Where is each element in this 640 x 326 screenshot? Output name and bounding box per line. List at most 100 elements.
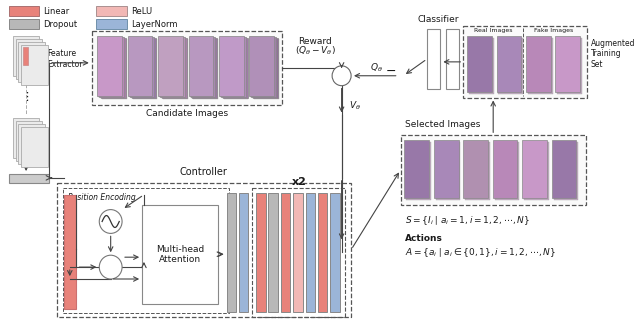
Bar bbox=[467, 36, 492, 92]
Bar bbox=[163, 39, 188, 98]
Text: Linear: Linear bbox=[44, 7, 70, 16]
Bar bbox=[161, 38, 186, 97]
Bar bbox=[128, 36, 152, 96]
Bar bbox=[224, 39, 248, 98]
Bar bbox=[493, 140, 517, 198]
Bar bbox=[63, 188, 230, 313]
Bar bbox=[9, 174, 49, 183]
Bar bbox=[556, 36, 580, 92]
Bar bbox=[293, 193, 303, 312]
Bar bbox=[160, 37, 185, 96]
Bar bbox=[158, 36, 183, 96]
Bar bbox=[189, 37, 214, 96]
Text: $V_\theta$: $V_\theta$ bbox=[349, 99, 361, 112]
Text: Position Encoding: Position Encoding bbox=[68, 193, 136, 202]
Bar bbox=[9, 6, 40, 16]
Bar bbox=[253, 38, 278, 97]
Bar bbox=[219, 36, 244, 96]
Text: Selected Images: Selected Images bbox=[405, 120, 481, 129]
Circle shape bbox=[99, 255, 122, 279]
Bar bbox=[239, 193, 248, 312]
Text: $-$: $-$ bbox=[385, 64, 397, 77]
Bar bbox=[56, 183, 351, 317]
Bar bbox=[13, 118, 40, 158]
Bar bbox=[427, 29, 440, 89]
Bar bbox=[252, 188, 346, 317]
Bar bbox=[250, 37, 275, 96]
Bar bbox=[23, 47, 28, 65]
Text: Actions: Actions bbox=[405, 234, 443, 244]
Bar bbox=[526, 36, 550, 92]
Text: Multi-head
Attention: Multi-head Attention bbox=[156, 244, 204, 264]
Text: Classifier: Classifier bbox=[418, 15, 460, 24]
Bar bbox=[130, 37, 154, 96]
Bar bbox=[497, 36, 521, 92]
Bar bbox=[401, 135, 586, 205]
Text: Real Images: Real Images bbox=[474, 28, 513, 33]
Bar bbox=[554, 142, 579, 200]
Bar bbox=[97, 19, 127, 29]
Bar bbox=[436, 142, 460, 200]
Bar bbox=[100, 38, 125, 97]
Bar bbox=[191, 37, 215, 96]
Bar bbox=[465, 142, 490, 200]
Bar bbox=[162, 38, 187, 97]
Bar bbox=[9, 19, 40, 29]
Bar bbox=[463, 26, 587, 97]
Circle shape bbox=[332, 66, 351, 86]
Bar bbox=[330, 193, 340, 312]
Bar bbox=[101, 38, 126, 97]
Bar bbox=[406, 142, 431, 200]
Bar bbox=[129, 37, 154, 96]
Bar bbox=[252, 37, 276, 96]
Bar bbox=[189, 36, 213, 96]
Bar bbox=[256, 193, 266, 312]
Text: Reward: Reward bbox=[298, 37, 332, 46]
Bar bbox=[132, 38, 156, 97]
Bar bbox=[552, 140, 577, 198]
Text: $Q_\theta$: $Q_\theta$ bbox=[371, 62, 383, 74]
Bar bbox=[318, 193, 327, 312]
Bar bbox=[404, 140, 429, 198]
Bar bbox=[463, 140, 488, 198]
Bar bbox=[193, 39, 218, 98]
Bar bbox=[97, 36, 122, 96]
Text: Candidate Images: Candidate Images bbox=[146, 109, 228, 118]
Bar bbox=[92, 31, 282, 106]
Bar bbox=[250, 36, 274, 96]
Bar bbox=[223, 38, 248, 97]
Bar bbox=[268, 193, 278, 312]
Text: Fake Images: Fake Images bbox=[534, 28, 573, 33]
Bar bbox=[15, 39, 42, 79]
Bar bbox=[557, 38, 582, 94]
Text: Dropout: Dropout bbox=[44, 20, 77, 29]
Bar bbox=[142, 205, 218, 304]
Bar bbox=[227, 193, 236, 312]
Bar bbox=[102, 39, 127, 98]
Bar bbox=[528, 38, 552, 94]
Bar bbox=[19, 42, 45, 82]
Bar bbox=[499, 38, 523, 94]
Bar bbox=[495, 142, 519, 200]
Bar bbox=[159, 37, 184, 96]
Bar bbox=[220, 37, 244, 96]
Bar bbox=[19, 124, 45, 164]
Text: $A = \{a_i \mid a_i \in \{0,1\}, i = 1, 2, \cdots, N\}$: $A = \{a_i \mid a_i \in \{0,1\}, i = 1, … bbox=[405, 246, 556, 259]
Bar bbox=[193, 38, 217, 97]
Bar bbox=[221, 37, 246, 96]
Bar bbox=[434, 140, 458, 198]
Bar bbox=[21, 45, 48, 85]
Text: ⋮: ⋮ bbox=[20, 92, 31, 102]
Bar bbox=[191, 38, 216, 97]
Text: LayerNorm: LayerNorm bbox=[131, 20, 177, 29]
Bar bbox=[99, 37, 124, 96]
Text: Controller: Controller bbox=[180, 167, 228, 177]
Circle shape bbox=[99, 210, 122, 233]
Bar bbox=[222, 38, 246, 97]
Text: $S = \{I_i \mid a_i = 1, i = 1, 2, \cdots, N\}$: $S = \{I_i \mid a_i = 1, i = 1, 2, \cdot… bbox=[405, 215, 531, 227]
Bar bbox=[131, 38, 156, 97]
Bar bbox=[15, 121, 42, 161]
Bar bbox=[13, 36, 40, 76]
Bar bbox=[132, 39, 157, 98]
Bar bbox=[281, 193, 291, 312]
